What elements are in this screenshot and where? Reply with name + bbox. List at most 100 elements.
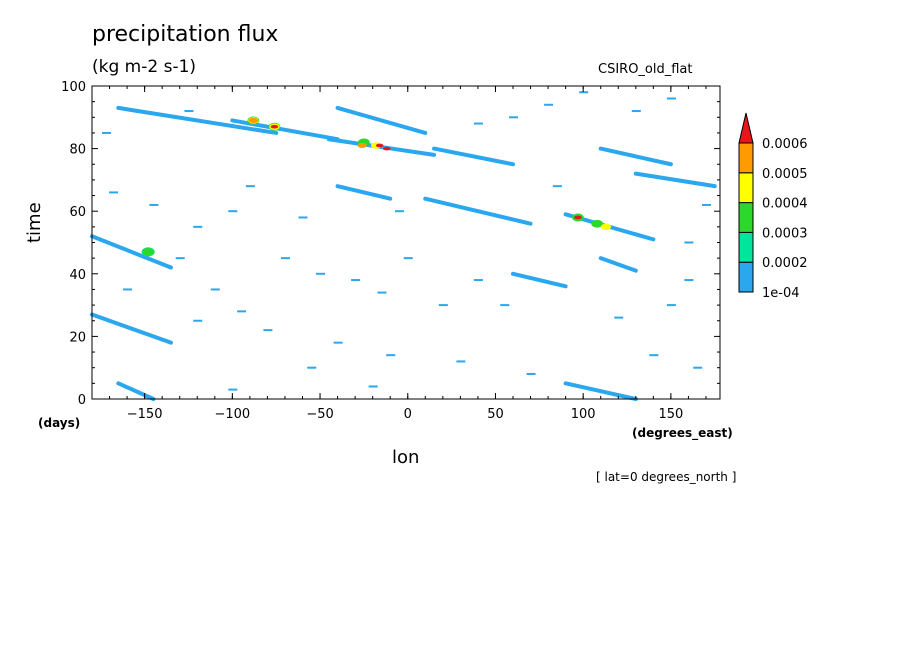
y-tick-label: 80 — [69, 143, 86, 158]
colorbar-label: 0.0006 — [762, 137, 808, 152]
colorbar: 1e-04 0.0002 0.0003 0.0004 0.0005 0.0006 — [738, 112, 808, 301]
x-tick-label: 100 — [571, 407, 596, 422]
precip-speck — [552, 185, 562, 188]
precip-speck — [649, 354, 659, 357]
colorbar-label: 0.0002 — [762, 256, 808, 271]
precip-speck — [394, 210, 404, 213]
model-label: CSIRO_old_flat — [598, 62, 693, 77]
precip-speck — [473, 122, 483, 125]
colorbar-label: 1e-04 — [762, 286, 800, 301]
precip-speck — [175, 257, 185, 260]
precip-hotspot — [591, 219, 604, 228]
y-axis-units: (days) — [38, 416, 81, 430]
x-axis-label: lon — [392, 447, 420, 468]
precip-hotspot — [574, 215, 582, 220]
precip-speck — [666, 304, 676, 307]
precip-speck — [377, 291, 387, 294]
precip-speck — [316, 272, 326, 275]
colorbar-swatch — [738, 231, 754, 263]
colorbar-swatch — [738, 261, 754, 293]
precip-band — [423, 196, 533, 226]
precip-speck — [228, 388, 238, 391]
precip-speck — [102, 131, 112, 134]
y-tick-label: 40 — [69, 268, 86, 283]
precip-speck — [693, 366, 703, 369]
x-tick-label: −50 — [306, 407, 333, 422]
precip-speck — [509, 116, 519, 119]
precip-hotspot — [600, 223, 612, 231]
precip-speck — [333, 341, 343, 344]
precip-hotspot — [375, 143, 384, 148]
precip-speck — [109, 191, 119, 194]
precip-speck — [666, 97, 676, 100]
precip-speck — [210, 288, 220, 291]
precip-speck — [631, 110, 641, 113]
colorbar-label: 0.0005 — [762, 167, 808, 182]
precip-speck — [579, 91, 589, 94]
chart-units: (kg m-2 s-1) — [92, 57, 197, 77]
precip-speck — [263, 329, 273, 332]
precip-band — [598, 146, 673, 167]
precip-speck — [684, 241, 694, 244]
precip-speck — [368, 385, 378, 388]
precip-speck — [123, 288, 133, 291]
x-tick-label: −100 — [214, 407, 250, 422]
precip-band — [90, 234, 173, 270]
precip-speck — [684, 279, 694, 282]
precip-speck — [184, 110, 194, 113]
precip-speck — [280, 257, 290, 260]
precip-speck — [701, 203, 711, 206]
precip-band — [563, 381, 638, 401]
precip-speck — [228, 210, 238, 213]
precip-speck — [307, 366, 317, 369]
precip-speck — [438, 304, 448, 307]
chart-title: precipitation flux — [92, 22, 279, 47]
x-tick-label: −150 — [127, 407, 163, 422]
precip-speck — [544, 103, 554, 106]
precip-speck — [403, 257, 413, 260]
precip-speck — [149, 203, 159, 206]
y-tick-label: 20 — [69, 330, 86, 345]
slice-note: [ lat=0 degrees_north ] — [596, 470, 737, 484]
colorbar-swatch — [738, 202, 754, 233]
x-tick-label: 150 — [658, 407, 683, 422]
precip-band — [432, 146, 516, 167]
precip-speck — [473, 279, 483, 282]
precip-band — [116, 105, 279, 135]
precip-hotspot — [270, 124, 279, 129]
precip-band — [598, 256, 638, 273]
x-tick-label: 50 — [487, 407, 504, 422]
precip-hotspot — [248, 117, 258, 123]
precip-band — [511, 271, 568, 289]
precip-speck — [386, 354, 396, 357]
precip-speck — [237, 310, 247, 313]
colorbar-extend-triangle — [738, 112, 754, 144]
colorbar-label: 0.0003 — [762, 226, 808, 241]
precip-band — [116, 381, 156, 401]
precip-speck — [500, 304, 510, 307]
precip-speck — [614, 316, 624, 319]
plot-frame — [91, 85, 721, 400]
precip-speck — [193, 319, 203, 322]
y-tick-label: 0 — [78, 393, 86, 408]
precip-speck — [245, 185, 255, 188]
colorbar-swatch — [738, 142, 754, 174]
precip-speck — [351, 279, 361, 282]
precip-hotspot — [142, 247, 155, 256]
precip-speck — [526, 372, 536, 375]
x-tick-label: 0 — [404, 407, 412, 422]
axes: −150 −100 −50 0 50 100 150 0 20 40 60 80 100 — [61, 80, 720, 422]
x-axis-units: (degrees_east) — [632, 426, 733, 440]
precip-speck — [298, 216, 308, 219]
precip-band — [90, 312, 173, 345]
colorbar-swatch — [738, 172, 754, 204]
y-tick-label: 100 — [61, 80, 86, 95]
precip-speck — [193, 225, 203, 228]
precip-band — [335, 184, 393, 201]
colorbar-label: 0.0004 — [762, 197, 808, 212]
precip-speck — [456, 360, 466, 363]
precip-band — [633, 171, 717, 189]
precip-hotspot — [382, 146, 391, 151]
y-tick-label: 60 — [69, 205, 86, 220]
